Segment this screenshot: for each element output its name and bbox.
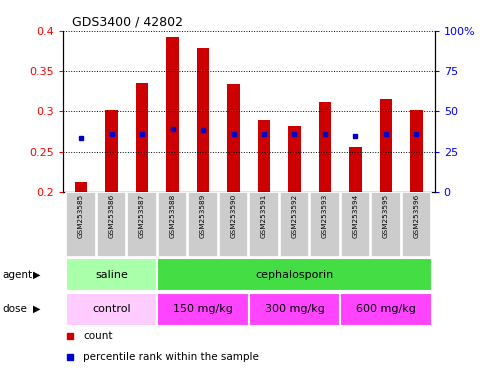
Bar [75, 182, 87, 192]
Text: 300 mg/kg: 300 mg/kg [265, 304, 325, 314]
FancyBboxPatch shape [371, 192, 400, 257]
Text: GSM253587: GSM253587 [139, 194, 145, 238]
Bar [197, 48, 209, 192]
Text: percentile rank within the sample: percentile rank within the sample [83, 352, 259, 362]
Bar [319, 102, 331, 192]
FancyBboxPatch shape [219, 192, 248, 257]
FancyBboxPatch shape [67, 192, 96, 257]
FancyBboxPatch shape [128, 192, 156, 257]
Text: count: count [83, 331, 113, 341]
FancyBboxPatch shape [157, 258, 432, 291]
FancyBboxPatch shape [310, 192, 340, 257]
Bar [380, 99, 392, 192]
Text: saline: saline [95, 270, 128, 280]
Text: GSM253592: GSM253592 [291, 194, 298, 238]
Text: 150 mg/kg: 150 mg/kg [173, 304, 233, 314]
Text: GDS3400 / 42802: GDS3400 / 42802 [72, 15, 184, 28]
Text: 600 mg/kg: 600 mg/kg [356, 304, 416, 314]
Text: agent: agent [2, 270, 32, 280]
FancyBboxPatch shape [188, 192, 218, 257]
FancyBboxPatch shape [280, 192, 309, 257]
Bar [411, 110, 423, 192]
FancyBboxPatch shape [158, 192, 187, 257]
FancyBboxPatch shape [249, 192, 279, 257]
Bar [105, 110, 118, 192]
Text: GSM253590: GSM253590 [230, 194, 237, 238]
Bar [136, 83, 148, 192]
Text: GSM253586: GSM253586 [109, 194, 114, 238]
Text: control: control [92, 304, 131, 314]
FancyBboxPatch shape [66, 258, 157, 291]
Bar [167, 37, 179, 192]
Text: ▶: ▶ [32, 304, 40, 314]
Text: GSM253591: GSM253591 [261, 194, 267, 238]
Text: GSM253588: GSM253588 [170, 194, 175, 238]
Text: cephalosporin: cephalosporin [256, 270, 334, 280]
Bar [227, 84, 240, 192]
Text: GSM253585: GSM253585 [78, 194, 84, 238]
Text: GSM253594: GSM253594 [353, 194, 358, 238]
FancyBboxPatch shape [249, 293, 340, 326]
FancyBboxPatch shape [157, 293, 249, 326]
Bar [288, 126, 300, 192]
Text: GSM253596: GSM253596 [413, 194, 419, 238]
Bar [349, 147, 362, 192]
Bar [258, 120, 270, 192]
Text: dose: dose [2, 304, 28, 314]
FancyBboxPatch shape [341, 192, 370, 257]
Text: ▶: ▶ [32, 270, 40, 280]
FancyBboxPatch shape [66, 293, 157, 326]
FancyBboxPatch shape [402, 192, 431, 257]
Text: GSM253595: GSM253595 [383, 194, 389, 238]
FancyBboxPatch shape [97, 192, 126, 257]
Text: GSM253589: GSM253589 [200, 194, 206, 238]
Text: GSM253593: GSM253593 [322, 194, 328, 238]
FancyBboxPatch shape [340, 293, 432, 326]
